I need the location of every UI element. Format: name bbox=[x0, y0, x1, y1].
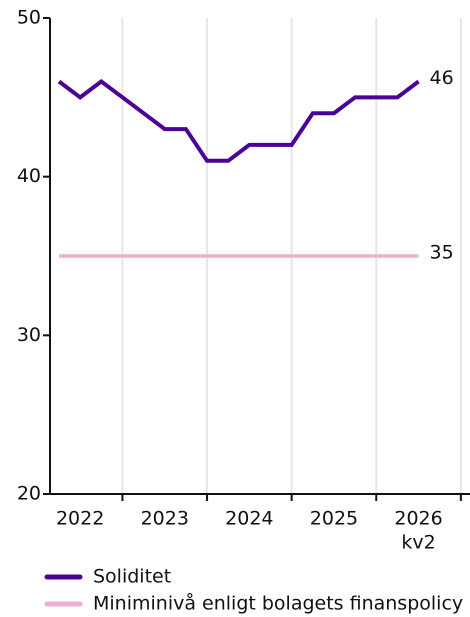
y-tick-label: 20 bbox=[17, 483, 41, 505]
legend-label: Miniminivå enligt bolagets finanspolicy bbox=[93, 592, 463, 615]
x-tick-label: 2022 bbox=[56, 508, 104, 530]
x-tick-label: 2025 bbox=[310, 508, 358, 530]
end-value-label: 46 bbox=[430, 67, 454, 89]
y-tick-label: 30 bbox=[17, 324, 41, 346]
y-tick-label: 40 bbox=[17, 165, 41, 187]
x-tick-label: 2026 bbox=[394, 508, 442, 530]
end-value-label: 35 bbox=[430, 242, 454, 264]
x-sublabel: kv2 bbox=[401, 532, 435, 554]
x-tick-label: 2023 bbox=[141, 508, 189, 530]
legend-label: Soliditet bbox=[93, 566, 171, 588]
series-line bbox=[57, 78, 420, 163]
x-tick-label: 2024 bbox=[225, 508, 273, 530]
y-tick-label: 50 bbox=[17, 7, 41, 29]
